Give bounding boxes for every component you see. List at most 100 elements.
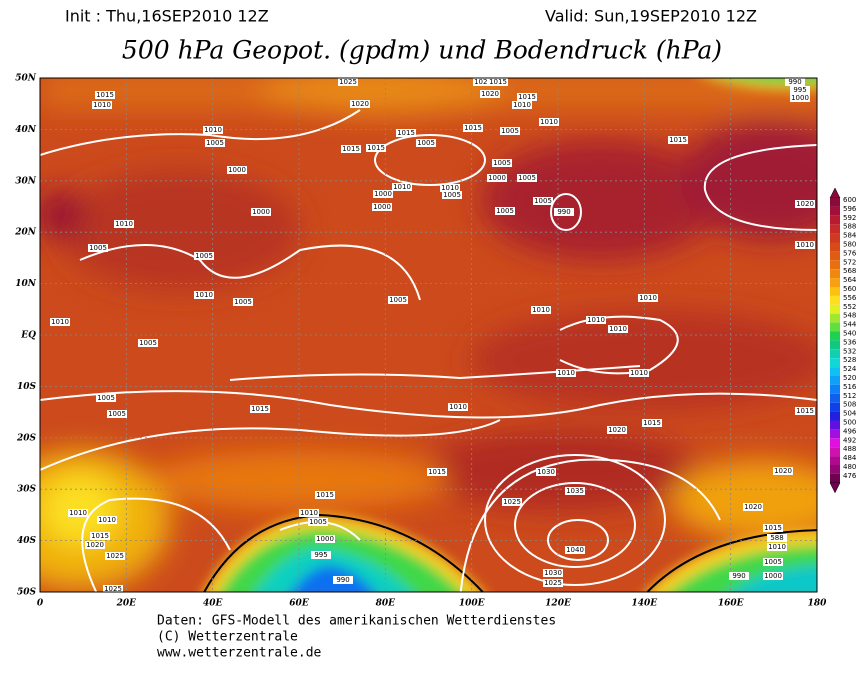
colorbar-swatch — [830, 304, 840, 314]
lat-label: 20N — [14, 228, 37, 238]
colorbar-label: 560 — [843, 285, 856, 293]
isobar-label-bg — [372, 203, 392, 211]
colorbar-label: 480 — [843, 463, 856, 471]
colorbar-swatch — [830, 393, 840, 403]
colorbar-swatch — [830, 456, 840, 465]
colorbar-label: 600 — [843, 196, 856, 204]
isobar-label-bg — [50, 318, 70, 326]
isobar-label: 1020 — [608, 426, 626, 434]
isobar-label-bg — [227, 166, 247, 174]
colorbar-label: 548 — [843, 312, 856, 320]
isobar-label-bg — [388, 296, 408, 304]
footer-line: Daten: GFS-Modell des amerikanischen Wet… — [157, 614, 556, 629]
isobar-label: 1005 — [389, 296, 407, 304]
isobar-label: 1015 — [91, 532, 109, 540]
isobar-label-bg — [795, 200, 815, 208]
isobar-label-bg — [763, 558, 783, 566]
isobar-label-bg — [427, 468, 447, 476]
isobar-label: 1015 — [428, 468, 446, 476]
isobar-label: 990 — [788, 78, 801, 86]
isobar-label: 1010 — [587, 316, 605, 324]
isobar-label-bg — [85, 541, 105, 549]
isobar-label: 1005 — [518, 174, 536, 182]
lon-label: 60E — [289, 599, 309, 609]
colorbar-swatch — [830, 465, 840, 474]
isobar-label: 1010 — [609, 325, 627, 333]
isobar-label: 1015 — [669, 136, 687, 144]
isobar-label-bg — [416, 139, 436, 147]
isobar-label-bg — [533, 197, 553, 205]
isobar-label: 1015 — [518, 93, 536, 101]
isobar-label: 990 — [732, 572, 745, 580]
colorbar-swatch — [830, 215, 840, 225]
colorbar-label: 576 — [843, 249, 857, 257]
isobar-label: 1010 — [449, 403, 467, 411]
isobar-label-bg — [341, 145, 361, 153]
isobar-label-bg — [629, 369, 649, 377]
colorbar-swatch — [830, 429, 840, 439]
isobar-label: 1010 — [98, 516, 116, 524]
isobar-label: 1025 — [104, 585, 122, 593]
isobar-label-bg — [565, 487, 585, 495]
isobar-label: 1010 — [51, 318, 69, 326]
isobar-label-bg — [92, 101, 112, 109]
isobar-label-bg — [642, 419, 662, 427]
isobar-label-bg — [311, 551, 331, 559]
isobar-label-bg — [308, 518, 328, 526]
colorbar-label: 528 — [843, 356, 856, 364]
isobar-label-bg — [536, 468, 556, 476]
colorbar-swatch — [830, 376, 840, 385]
colorbar-swatch — [830, 411, 840, 421]
colorbar-label: 536 — [843, 338, 857, 346]
isobar-label: 1010 — [768, 543, 786, 551]
colorbar-swatch — [830, 420, 840, 430]
colorbar-label: 544 — [843, 321, 857, 329]
isobar-label-bg — [767, 534, 787, 542]
colorbar-label: 476 — [843, 472, 857, 480]
isobar-label: 1020 — [86, 541, 104, 549]
lat-label: EQ — [20, 331, 36, 341]
isobar-label-bg — [315, 491, 335, 499]
isobar-label-bg — [495, 207, 515, 215]
colorbar-swatch — [830, 287, 840, 296]
isobar-label: 1005 — [97, 394, 115, 402]
lon-label: 20E — [116, 599, 137, 609]
colorbar-swatch — [830, 269, 840, 279]
colorbar-swatch — [830, 260, 840, 270]
isobar-label-bg — [512, 101, 532, 109]
isobar-label: 1010 — [204, 126, 222, 134]
lon-label: 80E — [376, 599, 396, 609]
colorbar-label: 504 — [843, 410, 857, 418]
colorbar-swatch — [830, 340, 840, 350]
colorbar-label: 564 — [843, 276, 857, 284]
isobar-label: 1020 — [481, 90, 499, 98]
isobar-label-bg — [350, 100, 370, 108]
isobar-label-bg — [366, 144, 386, 152]
isobar-label-bg — [554, 208, 574, 216]
isobar-label: 1010 — [540, 118, 558, 126]
colorbar-swatch — [830, 313, 840, 323]
colorbar-label: 588 — [843, 223, 856, 231]
isobar-label: 990 — [557, 208, 570, 216]
colorbar-swatch — [830, 295, 840, 305]
isobar-label-bg — [233, 298, 253, 306]
isobar-label: 1015 — [96, 91, 114, 99]
isobar-label: 1035 — [566, 487, 584, 495]
colorbar-label: 540 — [843, 330, 856, 338]
isobar-label: 1015 — [251, 405, 269, 413]
colorbar-swatch — [830, 198, 840, 207]
isobar-label: 1015 — [489, 78, 507, 86]
colorbar-label: 556 — [843, 294, 857, 302]
lon-label: 100E — [459, 599, 485, 609]
isobar-label-bg — [668, 136, 688, 144]
isobar-label-bg — [565, 546, 585, 554]
init-time: Init : Thu,16SEP2010 12Z — [65, 7, 269, 26]
isobar-label-bg — [492, 159, 512, 167]
colorbar-swatch — [830, 349, 840, 359]
lat-label: 30N — [15, 176, 37, 186]
isobar-label-bg — [586, 316, 606, 324]
lat-label: 40N — [15, 125, 37, 135]
isobar-label: 1005 — [89, 244, 107, 252]
footer-line: (C) Wetterzentrale — [157, 630, 298, 645]
isobar-label-bg — [396, 129, 416, 137]
